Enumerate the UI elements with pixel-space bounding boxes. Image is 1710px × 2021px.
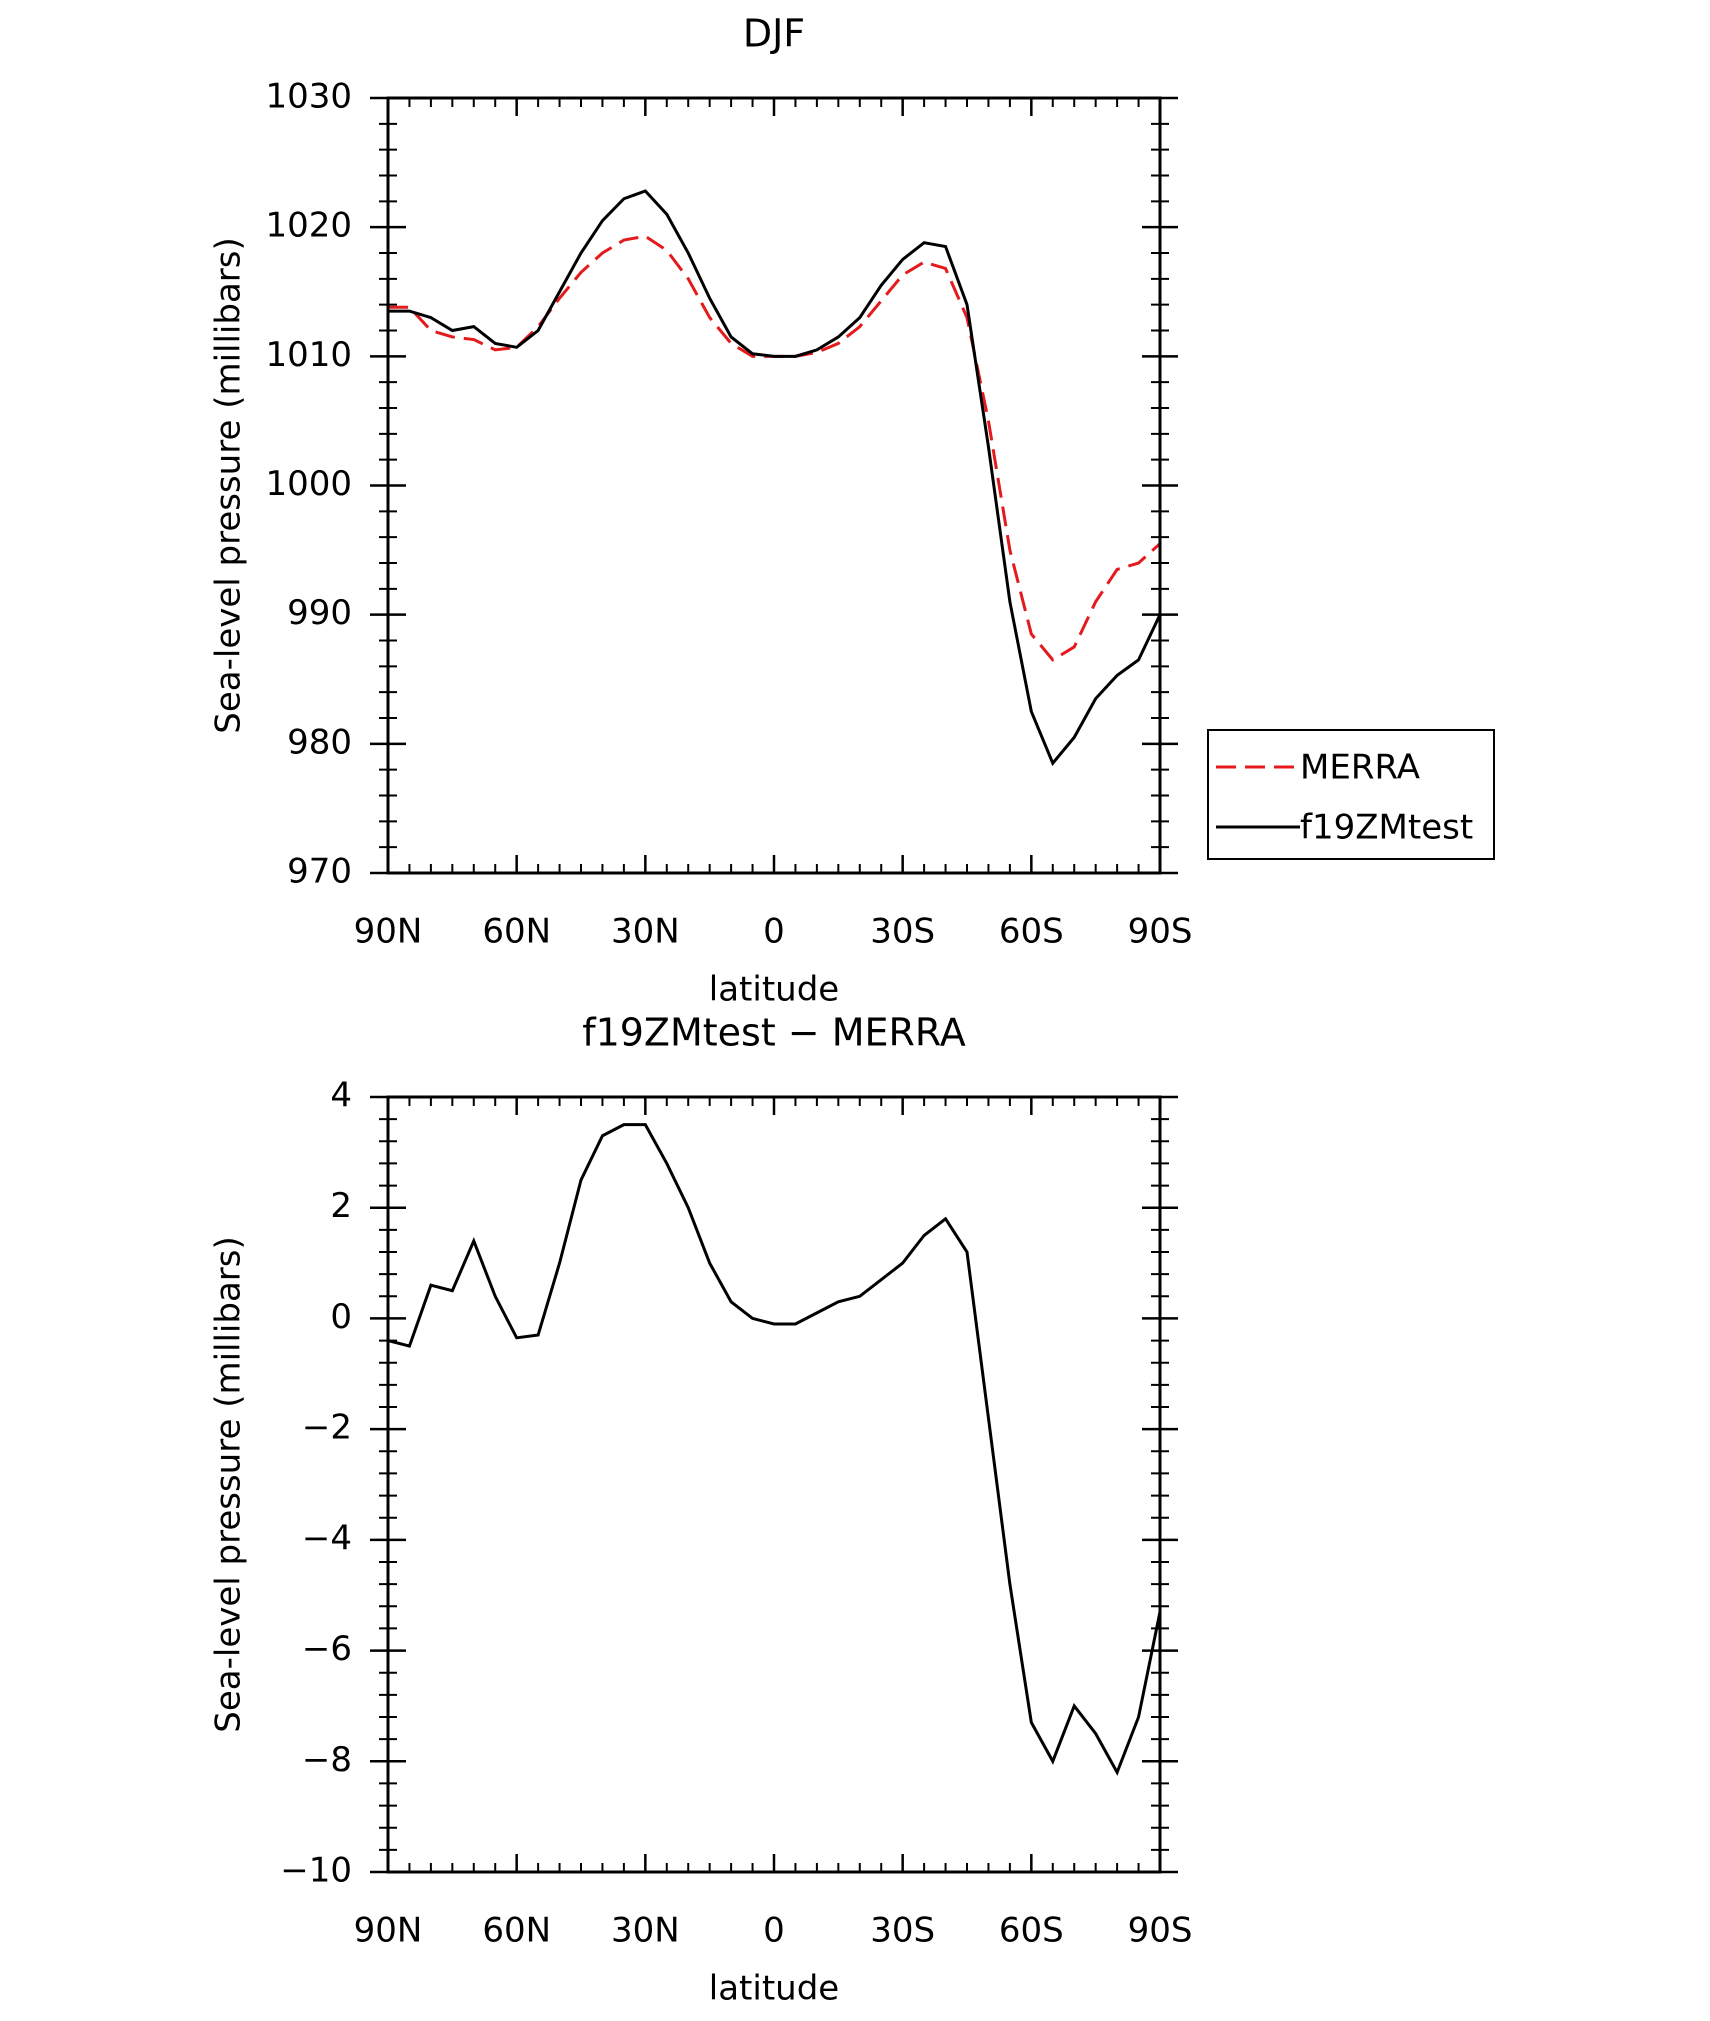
- x-tick-label: 90S: [1128, 1911, 1193, 1951]
- y-tick-label: 2: [330, 1186, 352, 1226]
- x-tick-label: 30S: [870, 912, 935, 952]
- y-tick-label: 4: [330, 1076, 352, 1116]
- y-tick-label: 1030: [265, 77, 352, 117]
- x-tick-label: 60S: [999, 1911, 1064, 1951]
- chart-title: DJF: [743, 12, 805, 56]
- y-tick-label: 1010: [265, 335, 352, 375]
- x-tick-label: 90N: [354, 912, 423, 952]
- y-tick-label: 1020: [265, 206, 352, 246]
- y-tick-label: −8: [302, 1740, 352, 1780]
- x-tick-label: 60S: [999, 912, 1064, 952]
- data-line: [388, 234, 1162, 662]
- x-tick-label: 0: [763, 912, 785, 952]
- chart-title: f19ZMtest − MERRA: [582, 1011, 966, 1055]
- y-tick-label: −6: [302, 1629, 352, 1669]
- data-line: [388, 189, 1162, 767]
- legend-label: f19ZMtest: [1300, 808, 1473, 848]
- y-tick-label: 0: [330, 1297, 352, 1337]
- data-line: [387, 1123, 1162, 1776]
- y-tick-label: 970: [287, 852, 352, 892]
- x-tick-label: 30N: [611, 912, 680, 952]
- x-tick-label: 60N: [482, 1911, 551, 1951]
- y-tick-label: −10: [280, 1851, 352, 1891]
- x-axis-label: latitude: [709, 1969, 839, 2009]
- y-axis-label: Sea-level pressure (millibars): [209, 237, 249, 733]
- x-tick-label: 30S: [870, 1911, 935, 1951]
- y-tick-label: −4: [302, 1518, 352, 1558]
- x-tick-label: 90S: [1128, 912, 1193, 952]
- y-axis-label: Sea-level pressure (millibars): [209, 1236, 249, 1732]
- legend-label: MERRA: [1300, 748, 1420, 788]
- y-tick-label: 990: [287, 593, 352, 633]
- plot-frame: [386, 96, 1162, 875]
- y-tick-label: 980: [287, 722, 352, 762]
- y-tick-label: 1000: [265, 464, 352, 504]
- x-tick-label: 60N: [482, 912, 551, 952]
- legend-box: [1207, 729, 1495, 860]
- x-axis-label: latitude: [709, 970, 839, 1010]
- x-tick-label: 90N: [354, 1911, 423, 1951]
- plot-frame: [386, 1095, 1162, 1874]
- x-tick-label: 0: [763, 1911, 785, 1951]
- y-tick-label: −2: [302, 1408, 352, 1448]
- x-tick-label: 30N: [611, 1911, 680, 1951]
